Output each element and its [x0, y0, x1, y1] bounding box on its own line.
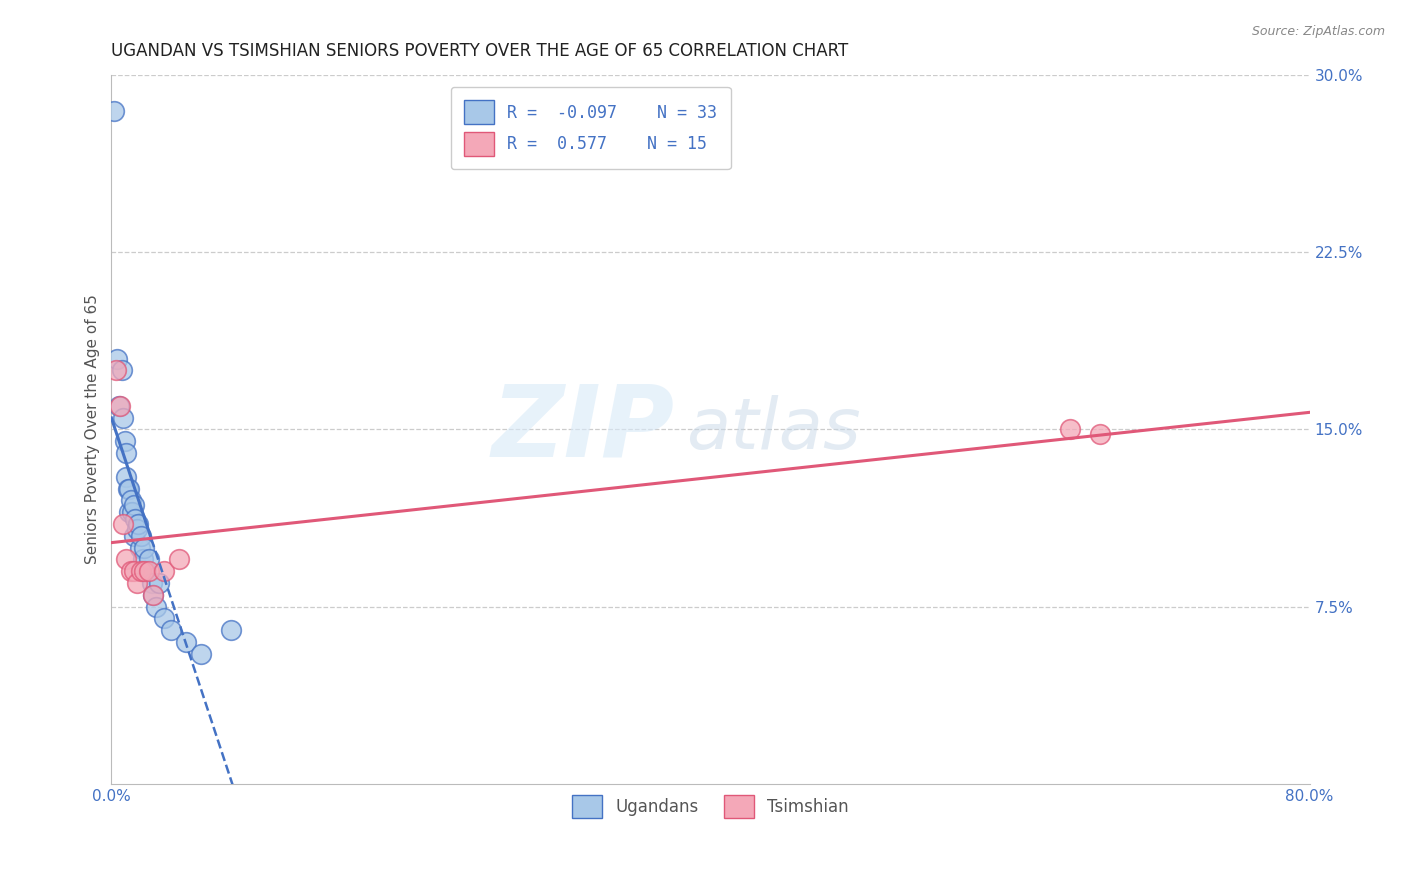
- Point: [110, 399, 132, 413]
- Point: [142, 588, 165, 602]
- Point: [125, 522, 148, 536]
- Point: [121, 505, 143, 519]
- Point: [131, 529, 153, 543]
- Point: [138, 552, 160, 566]
- Point: [127, 516, 149, 531]
- Point: [141, 576, 163, 591]
- Point: [118, 505, 141, 519]
- Point: [112, 410, 135, 425]
- Point: [115, 446, 138, 460]
- Point: [115, 469, 138, 483]
- Point: [125, 576, 148, 591]
- Point: [122, 498, 145, 512]
- Point: [114, 434, 136, 449]
- Text: Source: ZipAtlas.com: Source: ZipAtlas.com: [1251, 25, 1385, 38]
- Point: [134, 541, 156, 555]
- Legend: Ugandans, Tsimshian: Ugandans, Tsimshian: [565, 788, 855, 825]
- Point: [153, 611, 176, 625]
- Point: [118, 482, 141, 496]
- Point: [108, 399, 131, 413]
- Y-axis label: Seniors Poverty Over the Age of 65: Seniors Poverty Over the Age of 65: [86, 294, 100, 565]
- Point: [117, 482, 139, 496]
- Text: atlas: atlas: [686, 395, 860, 464]
- Point: [148, 576, 170, 591]
- Point: [128, 541, 150, 555]
- Point: [120, 564, 142, 578]
- Point: [138, 564, 160, 578]
- Point: [160, 624, 183, 638]
- Point: [135, 564, 157, 578]
- Point: [122, 529, 145, 543]
- Point: [142, 588, 165, 602]
- Point: [1059, 422, 1081, 436]
- Point: [190, 647, 212, 661]
- Point: [153, 564, 176, 578]
- Point: [174, 635, 197, 649]
- Point: [131, 564, 153, 578]
- Point: [145, 599, 167, 614]
- Point: [115, 552, 138, 566]
- Point: [132, 552, 155, 566]
- Point: [134, 564, 156, 578]
- Point: [124, 512, 146, 526]
- Point: [219, 624, 242, 638]
- Point: [107, 351, 129, 366]
- Point: [112, 516, 135, 531]
- Point: [1088, 427, 1111, 442]
- Point: [120, 493, 142, 508]
- Text: UGANDAN VS TSIMSHIAN SENIORS POVERTY OVER THE AGE OF 65 CORRELATION CHART: UGANDAN VS TSIMSHIAN SENIORS POVERTY OVE…: [111, 42, 849, 60]
- Point: [104, 363, 127, 377]
- Point: [111, 363, 134, 377]
- Text: ZIP: ZIP: [492, 381, 675, 478]
- Point: [122, 564, 145, 578]
- Point: [167, 552, 190, 566]
- Point: [103, 103, 125, 118]
